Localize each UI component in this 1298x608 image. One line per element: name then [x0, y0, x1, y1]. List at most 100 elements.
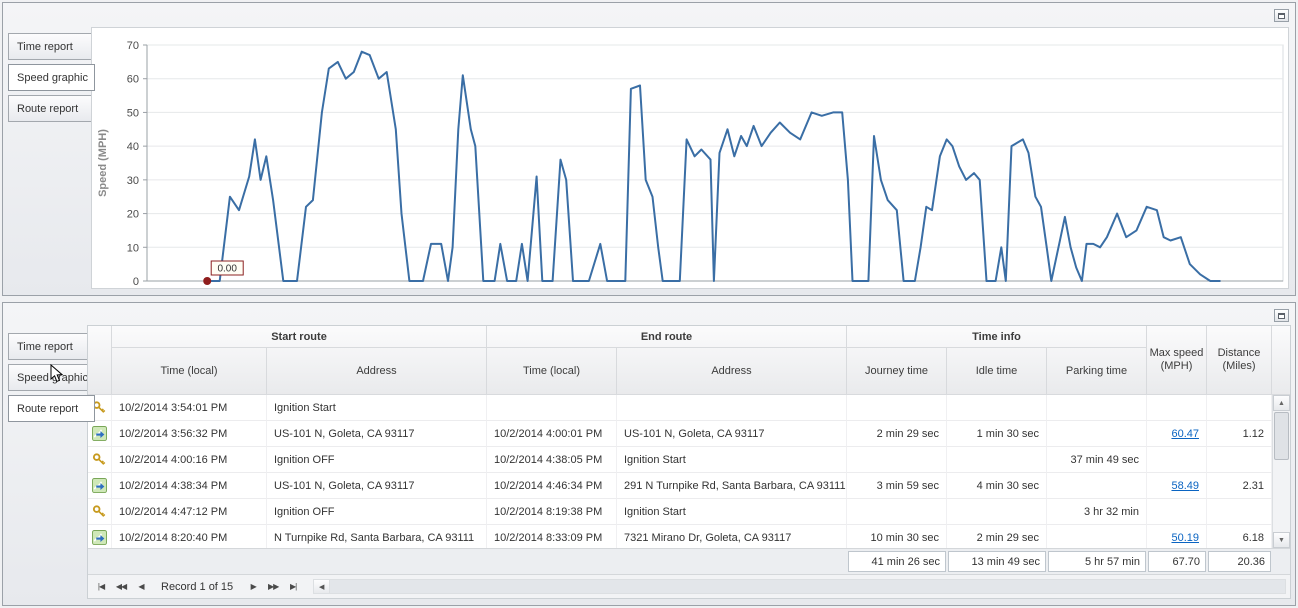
distance-cell: 1.12	[1207, 421, 1272, 447]
speed-chart[interactable]: 0 10 20 30 40 50 60 70 Speed (MPH) 0.00	[91, 27, 1289, 289]
max-speed-cell[interactable]: 60.47	[1147, 421, 1207, 447]
column-header-parking-time[interactable]: Parking time	[1047, 348, 1147, 395]
idle-time-cell	[947, 447, 1047, 473]
horizontal-scrollbar-thumb[interactable]	[330, 580, 1285, 593]
distance-cell	[1207, 499, 1272, 525]
tab-time-report[interactable]: Time report	[8, 333, 92, 360]
start-time-cell: 10/2/2014 8:20:40 PM	[112, 525, 267, 548]
summary-idle-time: 13 min 49 sec	[948, 551, 1046, 572]
route-report-grid: Start route End route Time info Max spee…	[87, 325, 1291, 599]
column-header-idle-time[interactable]: Idle time	[947, 348, 1047, 395]
max-speed-link[interactable]: 60.47	[1171, 427, 1199, 440]
prev-record-button[interactable]: ◀	[138, 582, 144, 591]
idle-time-cell: 1 min 30 sec	[947, 421, 1047, 447]
collapse-panel-button[interactable]	[1274, 9, 1289, 22]
start-time-cell: 10/2/2014 4:38:34 PM	[112, 473, 267, 499]
end-time-cell: 10/2/2014 4:38:05 PM	[487, 447, 617, 473]
first-record-button[interactable]: |◀	[97, 582, 105, 591]
svg-text:30: 30	[127, 175, 139, 187]
svg-text:0.00: 0.00	[217, 264, 237, 275]
tab-time-report[interactable]: Time report	[8, 33, 92, 60]
mouse-cursor	[50, 364, 63, 383]
column-header-end-time[interactable]: Time (local)	[487, 348, 617, 395]
column-header-end-address[interactable]: Address	[617, 348, 847, 395]
idle-time-cell: 2 min 29 sec	[947, 525, 1047, 548]
start-time-cell: 10/2/2014 4:00:16 PM	[112, 447, 267, 473]
vertical-scrollbar-track[interactable]	[1273, 461, 1290, 532]
start-address-cell: Ignition OFF	[267, 447, 487, 473]
prev-page-button[interactable]: ◀◀	[115, 582, 127, 591]
horizontal-scrollbar[interactable]: ◀	[313, 579, 1286, 594]
tab-route-report[interactable]: Route report	[8, 395, 95, 422]
scroll-down-icon[interactable]: ▼	[1273, 532, 1290, 548]
start-address-cell: Ignition OFF	[267, 499, 487, 525]
route-icon	[88, 473, 112, 499]
parking-time-cell	[1047, 473, 1147, 499]
summary-distance: 20.36	[1208, 551, 1271, 572]
vertical-scrollbar[interactable]: ▲ ▼	[1272, 395, 1290, 548]
scroll-up-icon[interactable]: ▲	[1273, 395, 1290, 411]
table-row[interactable]: 10/2/2014 3:56:32 PM US-101 N, Goleta, CA…	[88, 421, 1272, 447]
table-row[interactable]: 10/2/2014 4:38:34 PM US-101 N, Goleta, CA…	[88, 473, 1272, 499]
key-icon	[88, 447, 112, 473]
max-speed-link[interactable]: 50.19	[1171, 531, 1199, 544]
record-navigator: |◀ ◀◀ ◀ Record 1 of 15 ▶ ▶▶ ▶| ◀	[88, 574, 1290, 598]
header-filler	[1272, 326, 1290, 395]
end-address-cell: Ignition Start	[617, 447, 847, 473]
distance-cell: 6.18	[1207, 525, 1272, 548]
column-header-start-address[interactable]: Address	[267, 348, 487, 395]
column-header-max-speed[interactable]: Max speed (MPH)	[1147, 326, 1207, 395]
start-time-cell: 10/2/2014 3:54:01 PM	[112, 395, 267, 421]
group-header-end-route[interactable]: End route	[487, 326, 847, 348]
table-row[interactable]: 10/2/2014 4:47:12 PM Ignition OFF 10/2/201…	[88, 499, 1272, 525]
grid-rows-viewport: 10/2/2014 3:54:01 PM Ignition Start 10/2/2…	[88, 395, 1290, 548]
collapse-panel-button[interactable]	[1274, 309, 1289, 322]
tab-route-report[interactable]: Route report	[8, 95, 92, 122]
icon-column-header[interactable]	[88, 326, 112, 395]
route-icon	[88, 421, 112, 447]
end-address-cell: 7321 Mirano Dr, Goleta, CA 93117	[617, 525, 847, 548]
column-header-journey-time[interactable]: Journey time	[847, 348, 947, 395]
journey-time-cell	[847, 395, 947, 421]
parking-time-cell	[1047, 395, 1147, 421]
svg-text:50: 50	[127, 107, 139, 119]
next-page-button[interactable]: ▶▶	[268, 582, 279, 591]
key-icon	[88, 499, 112, 525]
column-header-start-time[interactable]: Time (local)	[112, 348, 267, 395]
summary-row: 41 min 26 sec 13 min 49 sec 5 hr 57 min …	[88, 548, 1290, 574]
end-time-cell	[487, 395, 617, 421]
route-report-panel: Time report Speed graphic Route report S…	[2, 302, 1296, 606]
table-row[interactable]: 10/2/2014 8:20:40 PM N Turnpike Rd, Santa…	[88, 525, 1272, 548]
distance-cell: 2.31	[1207, 473, 1272, 499]
column-header-distance[interactable]: Distance (Miles)	[1207, 326, 1272, 395]
max-speed-header-line2: (MPH)	[1160, 360, 1193, 372]
journey-time-cell: 3 min 59 sec	[847, 473, 947, 499]
record-indicator: Record 1 of 15	[161, 580, 234, 593]
table-row[interactable]: 10/2/2014 3:54:01 PM Ignition Start	[88, 395, 1272, 421]
journey-time-cell: 2 min 29 sec	[847, 421, 947, 447]
idle-time-cell	[947, 499, 1047, 525]
group-header-start-route[interactable]: Start route	[112, 326, 487, 348]
svg-text:0: 0	[133, 276, 139, 288]
summary-max-speed: 67.70	[1148, 551, 1206, 572]
max-speed-link[interactable]: 58.49	[1171, 479, 1199, 492]
distance-header-line1: Distance	[1217, 347, 1261, 359]
next-record-button[interactable]: ▶	[250, 582, 257, 591]
max-speed-cell	[1147, 395, 1207, 421]
max-speed-cell[interactable]: 50.19	[1147, 525, 1207, 548]
distance-cell	[1207, 447, 1272, 473]
speed-line-chart: 0 10 20 30 40 50 60 70 Speed (MPH) 0.00	[97, 40, 1284, 288]
start-time-cell: 10/2/2014 4:47:12 PM	[112, 499, 267, 525]
group-header-time-info[interactable]: Time info	[847, 326, 1147, 348]
vertical-scrollbar-thumb[interactable]	[1274, 412, 1289, 460]
summary-parking-time: 5 hr 57 min	[1048, 551, 1146, 572]
max-speed-cell[interactable]: 58.49	[1147, 473, 1207, 499]
hscroll-left-icon[interactable]: ◀	[314, 580, 331, 593]
start-time-cell: 10/2/2014 3:56:32 PM	[112, 421, 267, 447]
journey-time-cell: 10 min 30 sec	[847, 525, 947, 548]
last-record-button[interactable]: ▶|	[290, 582, 297, 591]
start-address-cell: Ignition Start	[267, 395, 487, 421]
distance-header-line2: (Miles)	[1222, 360, 1256, 372]
table-row[interactable]: 10/2/2014 4:00:16 PM Ignition OFF 10/2/201…	[88, 447, 1272, 473]
tab-speed-graphic[interactable]: Speed graphic	[8, 64, 95, 91]
